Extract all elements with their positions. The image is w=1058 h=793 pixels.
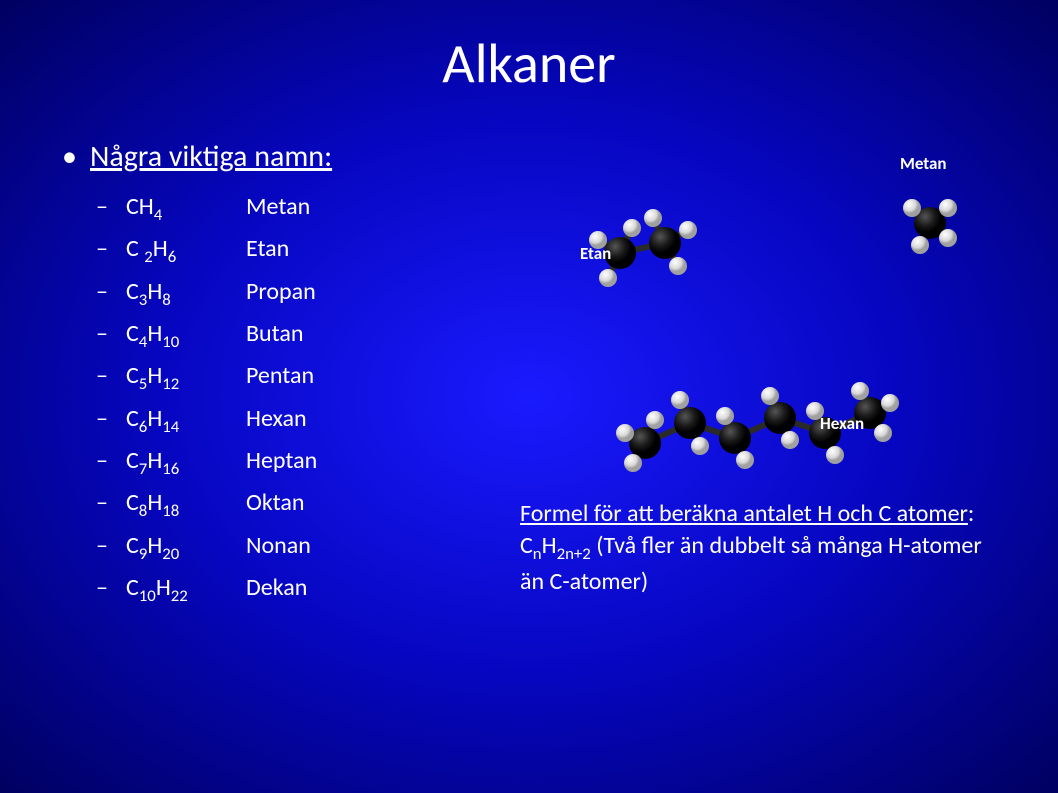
alkane-name: Hexan	[246, 404, 307, 433]
alkane-formula: C9H20	[126, 526, 246, 568]
alkane-name: Metan	[246, 192, 310, 221]
alkane-formula: C3H8	[126, 272, 246, 314]
alkane-item: C3H8Propan	[126, 272, 520, 314]
molecule-svg	[520, 138, 990, 498]
formula-h: H	[542, 531, 557, 560]
alkane-name: Dekan	[246, 573, 307, 602]
left-column: Några viktiga namn: CH4MetanC 2H6EtanC3H…	[90, 138, 520, 610]
alkane-item: C9H20Nonan	[126, 526, 520, 568]
alkane-formula: C7H16	[126, 441, 246, 483]
alkane-item: C8H18Oktan	[126, 483, 520, 525]
alkane-name: Pentan	[246, 361, 314, 390]
alkane-item: C10H22Dekan	[126, 568, 520, 610]
formula-underline: Formel för att beräkna antalet H och C a…	[520, 499, 968, 528]
slide-title: Alkaner	[0, 0, 1058, 98]
alkane-name: Nonan	[246, 531, 311, 560]
alkane-list: CH4MetanC 2H6EtanC3H8PropanC4H10ButanC5H…	[90, 187, 520, 610]
etan-label: Etan	[580, 243, 611, 264]
alkane-formula: C6H14	[126, 399, 246, 441]
alkane-name: Oktan	[246, 488, 305, 517]
formula-sub-2n2: 2n+2	[557, 543, 591, 564]
right-column: Etan Metan Hexan Formel för att beräkna …	[520, 138, 990, 610]
alkane-item: C6H14Hexan	[126, 399, 520, 441]
alkane-formula: C5H12	[126, 356, 246, 398]
alkane-formula: C10H22	[126, 568, 246, 610]
hexan-label: Hexan	[820, 413, 864, 434]
alkane-name: Butan	[246, 319, 304, 348]
alkane-formula: C4H10	[126, 314, 246, 356]
formula-sub-n: n	[533, 543, 542, 564]
alkane-item: CH4Metan	[126, 187, 520, 229]
molecule-diagram-area: Etan Metan Hexan	[520, 138, 990, 488]
alkane-item: C7H16Heptan	[126, 441, 520, 483]
alkane-name: Heptan	[246, 446, 317, 475]
alkane-item: C5H12Pentan	[126, 356, 520, 398]
alkane-formula: CH4	[126, 187, 246, 229]
alkane-formula: C8H18	[126, 483, 246, 525]
alkane-formula: C 2H6	[126, 229, 246, 271]
alkane-name: Etan	[246, 234, 289, 263]
list-header: Några viktiga namn:	[90, 138, 520, 175]
metan-label: Metan	[900, 153, 947, 174]
alkane-item: C4H10Butan	[126, 314, 520, 356]
alkane-item: C 2H6Etan	[126, 229, 520, 271]
alkane-name: Propan	[246, 277, 316, 306]
content-area: Några viktiga namn: CH4MetanC 2H6EtanC3H…	[0, 98, 1058, 610]
formula-explanation: Formel för att beräkna antalet H och C a…	[520, 498, 990, 598]
